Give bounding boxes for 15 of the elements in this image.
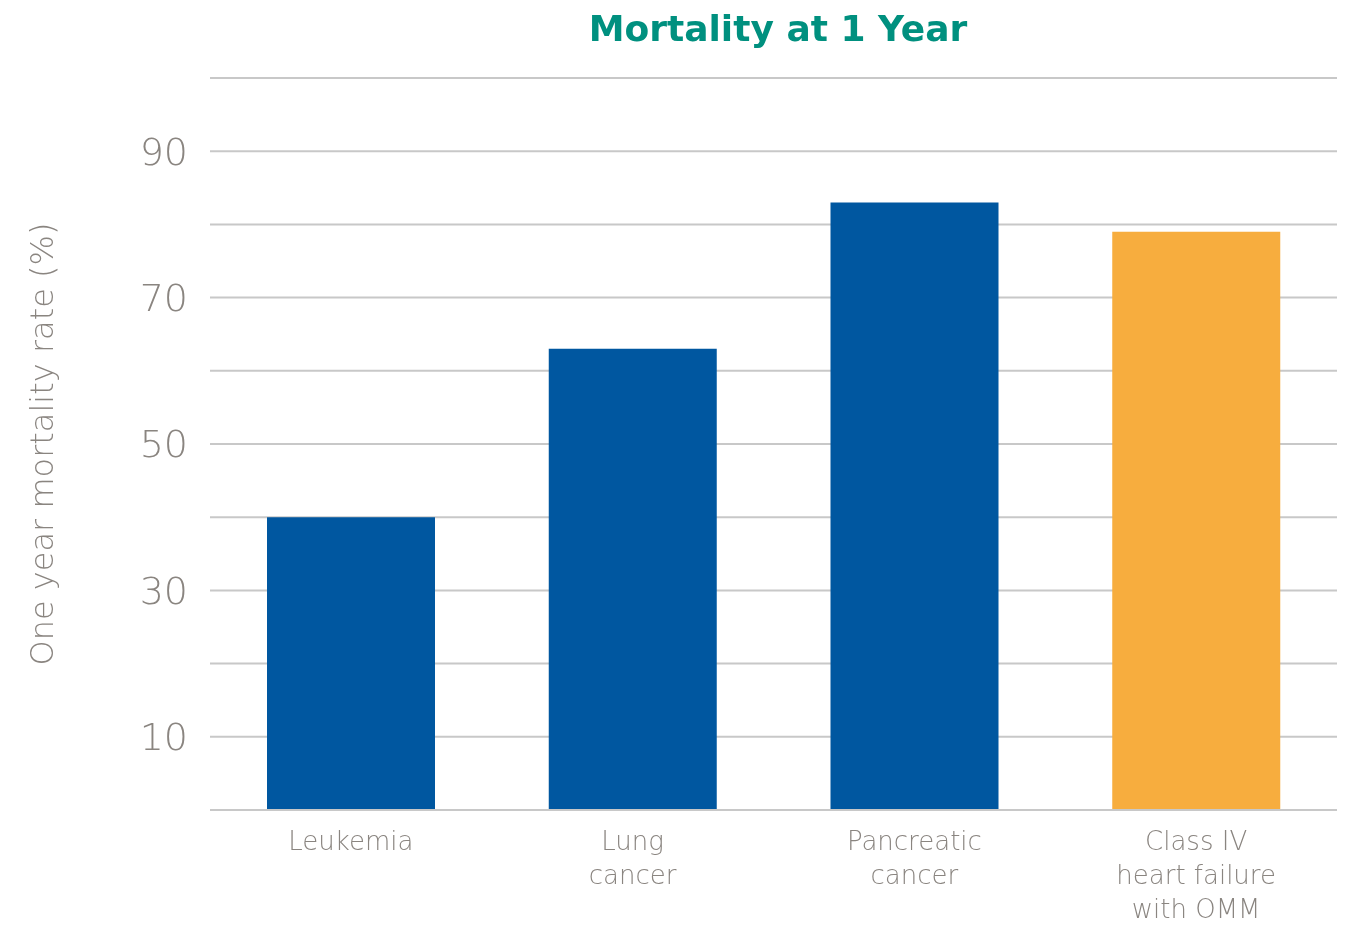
y-tick-label: 50 bbox=[139, 422, 188, 467]
x-tick-label: Leukemia bbox=[288, 826, 414, 856]
y-tick-label: 70 bbox=[139, 276, 188, 321]
y-tick-label: 10 bbox=[139, 715, 188, 760]
x-tick-label: Lung cancer bbox=[588, 826, 677, 890]
bar bbox=[548, 348, 717, 810]
chart-title: Mortality at 1 Year bbox=[587, 8, 969, 49]
bar bbox=[830, 202, 999, 810]
bar bbox=[267, 517, 435, 810]
x-tick-label: Pancreatic cancer bbox=[846, 826, 982, 890]
y-axis-title: One year mortality rate (%) bbox=[23, 222, 62, 666]
bar bbox=[1112, 231, 1281, 810]
y-tick-label: 30 bbox=[139, 568, 188, 613]
y-tick-label: 90 bbox=[139, 129, 188, 174]
x-tick-label: Class IV heart failure with OMM bbox=[1116, 826, 1276, 924]
